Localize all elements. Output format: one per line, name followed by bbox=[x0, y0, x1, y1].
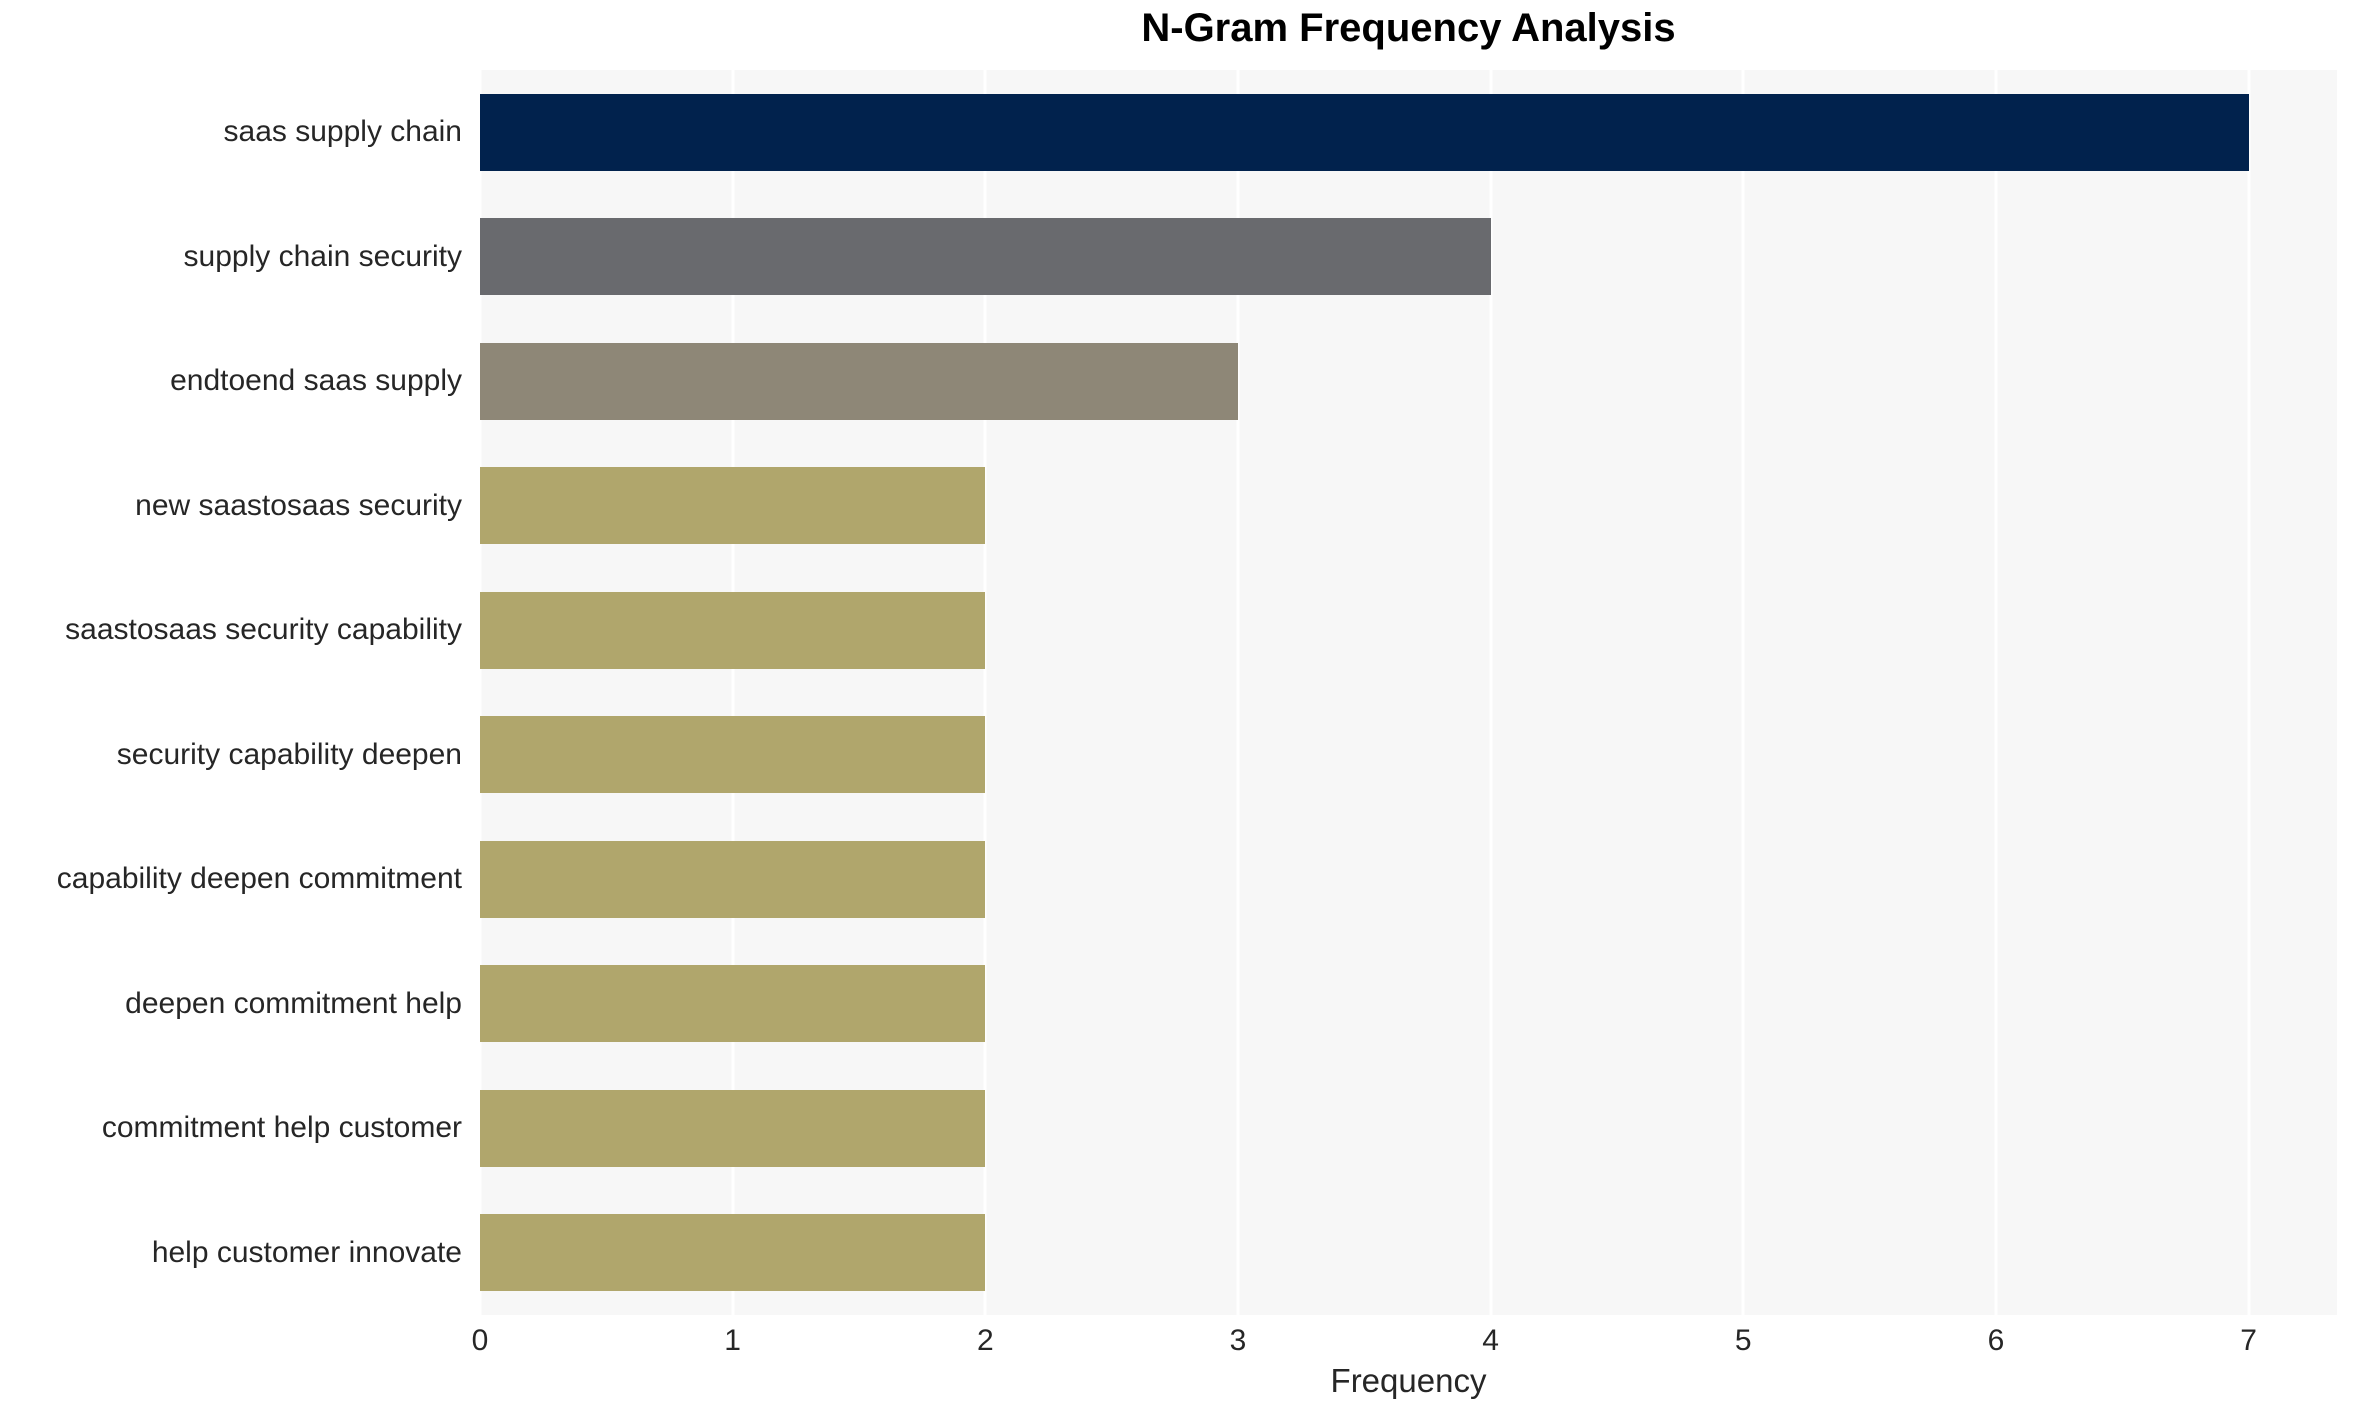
bar-row: new saastosaas security bbox=[0, 444, 2360, 569]
category-label: new saastosaas security bbox=[135, 488, 462, 522]
x-tick-label: 3 bbox=[1229, 1324, 1247, 1357]
frequency-bar bbox=[480, 840, 986, 918]
x-tick-label: 0 bbox=[471, 1324, 489, 1357]
bar-track bbox=[480, 942, 2337, 1067]
category-label: saas supply chain bbox=[223, 115, 462, 149]
x-tick-label: 1 bbox=[724, 1324, 741, 1357]
gridline bbox=[1994, 70, 1998, 1315]
bar-row: endtoend saas supply bbox=[0, 319, 2360, 444]
frequency-bar bbox=[480, 716, 986, 794]
bar-row: saastosaas security capability bbox=[0, 568, 2360, 693]
gridline bbox=[983, 70, 987, 1315]
category-label: deepen commitment help bbox=[125, 986, 462, 1020]
bar-track bbox=[480, 1066, 2337, 1191]
bar-row: capability deepen commitment bbox=[0, 817, 2360, 942]
frequency-bar bbox=[480, 342, 1238, 420]
bar-track bbox=[480, 568, 2337, 693]
bar-row: commitment help customer bbox=[0, 1066, 2360, 1191]
x-tick-label: 6 bbox=[1987, 1324, 2005, 1357]
gridline bbox=[1741, 70, 1745, 1315]
bar-row: security capability deepen bbox=[0, 693, 2360, 818]
frequency-bar bbox=[480, 218, 1491, 296]
x-tick-label: 4 bbox=[1482, 1324, 1499, 1357]
x-tick-label: 7 bbox=[2240, 1324, 2257, 1357]
frequency-bar bbox=[480, 591, 986, 669]
bar-track bbox=[480, 70, 2337, 195]
bar-row: deepen commitment help bbox=[0, 942, 2360, 1067]
bar-rows: saas supply chain supply chain security en… bbox=[0, 70, 2360, 1315]
bar-track bbox=[480, 319, 2337, 444]
frequency-bar bbox=[480, 93, 2249, 171]
category-label: endtoend saas supply bbox=[170, 364, 462, 398]
gridline bbox=[731, 70, 735, 1315]
category-label: supply chain security bbox=[183, 239, 462, 273]
bar-track bbox=[480, 693, 2337, 818]
frequency-bar bbox=[480, 1089, 986, 1167]
bar-track bbox=[480, 817, 2337, 942]
gridline bbox=[1236, 70, 1240, 1315]
x-tick-label: 2 bbox=[976, 1324, 994, 1357]
gridline bbox=[478, 70, 482, 1315]
category-label: capability deepen commitment bbox=[56, 862, 462, 896]
category-label: help customer innovate bbox=[151, 1235, 462, 1269]
bar-row: help customer innovate bbox=[0, 1191, 2360, 1316]
gridline bbox=[2247, 70, 2251, 1315]
bar-track bbox=[480, 1191, 2337, 1316]
bar-row: supply chain security bbox=[0, 195, 2360, 320]
x-axis-ticks: 0 1 2 3 4 5 6 7 bbox=[472, 1324, 2337, 1364]
category-label: saastosaas security capability bbox=[65, 613, 462, 647]
frequency-bar bbox=[480, 965, 986, 1043]
category-label: commitment help customer bbox=[101, 1111, 462, 1145]
x-tick-label: 5 bbox=[1734, 1324, 1752, 1357]
chart-title: N-Gram Frequency Analysis bbox=[1141, 6, 1676, 50]
x-axis-label: Frequency bbox=[1330, 1362, 1487, 1399]
frequency-bar bbox=[480, 467, 986, 545]
bar-track bbox=[480, 195, 2337, 320]
gridline bbox=[1489, 70, 1493, 1315]
frequency-bar bbox=[480, 1214, 986, 1292]
bar-row: saas supply chain bbox=[0, 70, 2360, 195]
category-label: security capability deepen bbox=[116, 737, 462, 771]
bar-track bbox=[480, 444, 2337, 569]
